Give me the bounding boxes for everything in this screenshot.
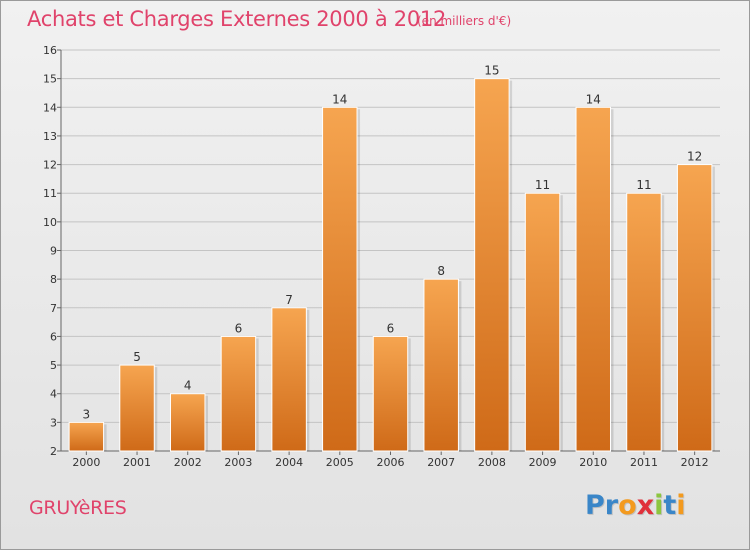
logo-letter: r	[604, 490, 619, 521]
bar	[271, 307, 307, 452]
x-tick-label: 2004	[275, 456, 303, 469]
y-tick-label: 11	[43, 187, 57, 200]
bar	[423, 278, 459, 452]
bar-value-label: 14	[586, 92, 601, 106]
x-tick-label: 2012	[681, 456, 709, 469]
y-tick-labels: 2 3 4 5 6 7 8 9 10 11 12 13 14 15 16	[43, 44, 57, 458]
bar	[372, 335, 409, 452]
logo-letter: i	[654, 490, 664, 521]
chart-subtitle: (en milliers d'€)	[417, 14, 512, 28]
bar-value-label: 6	[387, 321, 395, 335]
y-tick-label: 12	[43, 159, 57, 172]
x-tick-labels: 2000 2001 2002 2003 2004 2005 2006 2007 2008 2009…	[72, 456, 708, 469]
bar	[626, 192, 662, 452]
chart-title: Achats et Charges Externes 2000 à 2012	[27, 7, 447, 31]
x-tick-label: 2010	[579, 456, 607, 469]
bar-value-label: 8	[437, 264, 445, 278]
bar-value-label: 7	[285, 293, 293, 307]
y-tick-label: 8	[50, 273, 57, 286]
y-tick-label: 13	[43, 130, 57, 143]
x-tick-label: 2000	[72, 456, 100, 469]
x-tick-label: 2003	[224, 456, 252, 469]
y-tick-label: 10	[43, 216, 57, 229]
logo-letter: i	[676, 490, 686, 521]
x-tick-label: 2006	[377, 456, 405, 469]
x-tick-label: 2007	[427, 456, 455, 469]
x-tick-label: 2009	[529, 456, 557, 469]
bar-value-label: 11	[535, 178, 550, 192]
bar	[474, 78, 510, 452]
y-tick-label: 7	[50, 302, 57, 315]
bars	[68, 78, 715, 452]
bar	[322, 106, 358, 452]
x-tick-label: 2008	[478, 456, 506, 469]
bar-value-label: 4	[184, 379, 192, 393]
bar	[119, 364, 155, 452]
y-tick-label: 5	[50, 359, 57, 372]
logo-letter: t	[663, 490, 677, 521]
proxiti-logo: Proxiti	[585, 490, 686, 521]
x-tick-label: 2001	[123, 456, 151, 469]
bar-value-label: 11	[636, 178, 651, 192]
bar	[220, 335, 257, 452]
bar	[524, 192, 561, 452]
y-tick-label: 15	[43, 73, 57, 86]
logo-letter: o	[618, 490, 637, 521]
y-tick-label: 3	[50, 416, 57, 429]
y-tick-label: 6	[50, 330, 57, 343]
x-tick-label: 2011	[630, 456, 658, 469]
bar	[575, 106, 612, 452]
bar-value-label: 15	[484, 64, 499, 78]
town-name: GRUYèRES	[29, 497, 127, 519]
bar	[68, 421, 105, 452]
logo-letter: P	[585, 490, 605, 521]
y-tick-label: 16	[43, 44, 57, 57]
x-tick-label: 2005	[326, 456, 354, 469]
bar-value-label: 12	[687, 150, 702, 164]
data-labels: 3 5 4 6 7 14 6 8 15 11 14 11 12	[83, 64, 703, 422]
bar-value-label: 6	[235, 321, 243, 335]
x-tick-label: 2002	[174, 456, 202, 469]
logo-letter: x	[636, 490, 655, 521]
y-tick-label: 9	[50, 245, 57, 258]
bar-value-label: 14	[332, 92, 347, 106]
bar-value-label: 5	[133, 350, 141, 364]
y-tick-label: 4	[50, 388, 57, 401]
y-tick-label: 2	[50, 445, 57, 458]
bar	[169, 393, 206, 452]
bar	[676, 164, 713, 452]
bar-value-label: 3	[83, 407, 91, 421]
y-tick-label: 14	[43, 101, 57, 114]
